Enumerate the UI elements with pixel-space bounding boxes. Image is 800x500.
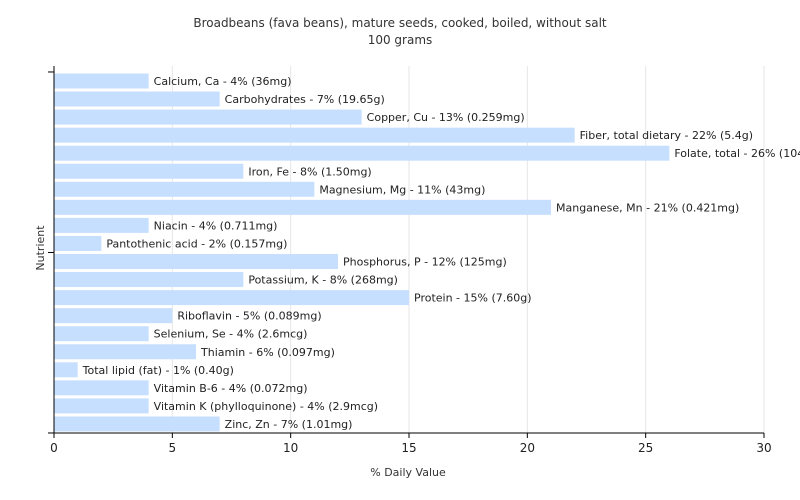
- bar: [54, 145, 670, 161]
- bar-label: Folate, total - 26% (104mcg): [674, 147, 800, 160]
- bar: [54, 199, 551, 215]
- bar-label: Thiamin - 6% (0.097mg): [200, 346, 335, 359]
- bar: [54, 344, 196, 360]
- bar-label: Total lipid (fat) - 1% (0.40g): [82, 364, 234, 377]
- bar-label: Manganese, Mn - 21% (0.421mg): [556, 201, 739, 214]
- bar: [54, 416, 220, 432]
- bar-label: Riboflavin - 5% (0.089mg): [177, 310, 321, 323]
- x-tick-label: 25: [638, 441, 653, 455]
- bar-label: Phosphorus, P - 12% (125mg): [343, 256, 507, 269]
- bar-label: Calcium, Ca - 4% (36mg): [154, 75, 292, 88]
- bar: [54, 308, 173, 324]
- bar-label: Iron, Fe - 8% (1.50mg): [248, 165, 371, 178]
- chart-subtitle: 100 grams: [368, 33, 433, 47]
- bar: [54, 73, 149, 89]
- bar: [54, 362, 78, 378]
- bar-label: Potassium, K - 8% (268mg): [248, 274, 398, 287]
- bars: Calcium, Ca - 4% (36mg) Carbohydrates - 7…: [54, 73, 800, 432]
- bar-label: Niacin - 4% (0.711mg): [154, 219, 278, 232]
- chart-title: Broadbeans (fava beans), mature seeds, c…: [193, 16, 607, 30]
- bar: [54, 181, 315, 197]
- bar: [54, 127, 575, 143]
- bar-label: Protein - 15% (7.60g): [414, 292, 532, 305]
- bar-label: Zinc, Zn - 7% (1.01mg): [225, 418, 353, 431]
- bar: [54, 217, 149, 233]
- bar-label: Carbohydrates - 7% (19.65g): [225, 93, 385, 106]
- bar-label: Vitamin K (phylloquinone) - 4% (2.9mcg): [154, 400, 378, 413]
- bar-label: Pantothenic acid - 2% (0.157mg): [106, 237, 287, 250]
- bar: [54, 326, 149, 342]
- bar-label: Copper, Cu - 13% (0.259mg): [367, 111, 525, 124]
- x-tick-label: 10: [283, 441, 298, 455]
- bar: [54, 290, 409, 306]
- bar: [54, 272, 244, 288]
- x-tick-label: 30: [756, 441, 771, 455]
- bar: [54, 254, 338, 269]
- bar: [54, 380, 149, 396]
- bar: [54, 398, 149, 414]
- x-tick-label: 5: [169, 441, 177, 455]
- bar-label: Selenium, Se - 4% (2.6mcg): [154, 328, 308, 341]
- bar-label: Fiber, total dietary - 22% (5.4g): [580, 129, 753, 142]
- grid-lines: [171, 66, 765, 433]
- bar: [54, 91, 220, 107]
- x-axis-label: % Daily Value: [370, 466, 446, 479]
- x-tick-label: 15: [401, 441, 416, 455]
- axes: 0 5 10 15 20 25 30: [48, 66, 772, 455]
- x-tick-label: 0: [50, 441, 58, 455]
- bar: [54, 109, 362, 125]
- bar-label: Vitamin B-6 - 4% (0.072mg): [154, 382, 308, 395]
- bar: [54, 163, 244, 179]
- bar: [54, 235, 102, 251]
- y-axis-label: Nutrient: [34, 225, 47, 271]
- x-tick-label: 20: [520, 441, 535, 455]
- bar-label: Magnesium, Mg - 11% (43mg): [319, 183, 485, 196]
